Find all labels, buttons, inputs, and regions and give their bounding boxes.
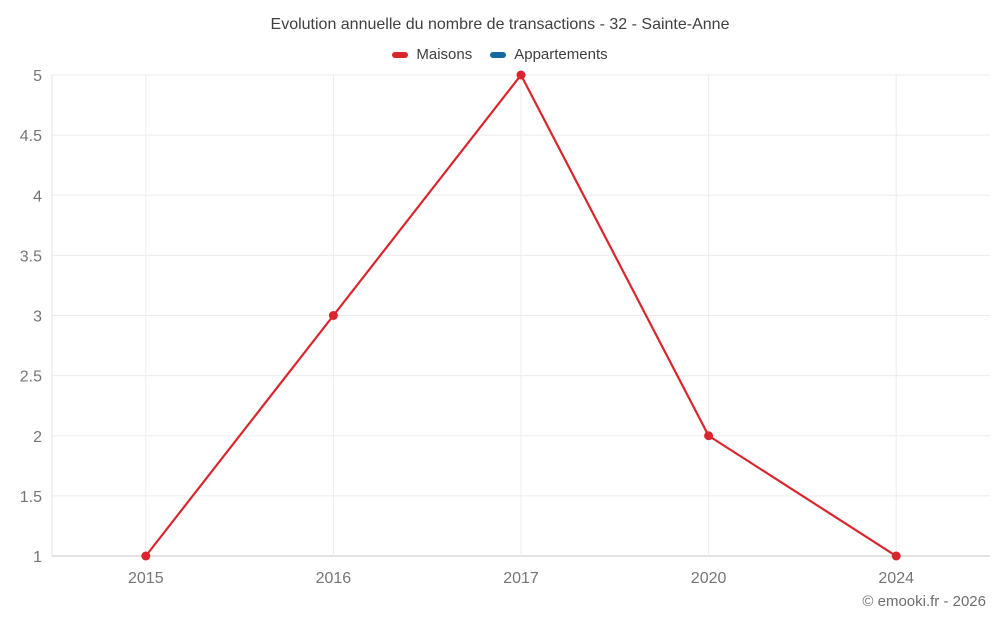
legend-swatch-appartements-icon	[490, 51, 507, 58]
x-axis-tick-label: 2016	[316, 570, 352, 587]
x-axis-tick-label: 2024	[878, 570, 914, 587]
x-axis-tick-label: 2020	[691, 570, 727, 587]
legend-label-appartements: Appartements	[514, 46, 608, 63]
legend-item-maisons[interactable]: Maisons	[392, 46, 472, 63]
chart-title: Evolution annuelle du nombre de transact…	[270, 16, 730, 33]
legend-swatch-maisons-icon	[392, 51, 409, 58]
x-axis-tick-label: 2017	[503, 570, 539, 587]
legend-item-appartements[interactable]: Appartements	[490, 46, 608, 63]
y-axis-tick-label: 2.5	[20, 369, 42, 386]
y-axis-tick-label: 1	[33, 549, 42, 566]
y-axis-tick-label: 2	[33, 429, 42, 446]
legend-label-maisons: Maisons	[416, 46, 473, 63]
y-axis-tick-label: 5	[33, 68, 42, 85]
x-axis-tick-label: 2015	[128, 570, 164, 587]
y-axis-tick-label: 4	[33, 188, 42, 205]
footer-credit: © emooki.fr - 2026	[862, 593, 986, 610]
data-point[interactable]	[141, 551, 151, 561]
y-axis-tick-label: 3	[33, 309, 42, 326]
data-point[interactable]	[704, 431, 714, 441]
data-point[interactable]	[891, 551, 901, 561]
y-axis-tick-label: 4.5	[20, 128, 42, 145]
legend: Maisons Appartements	[0, 46, 1000, 63]
data-point[interactable]	[516, 70, 526, 80]
y-axis-tick-label: 1.5	[20, 489, 42, 506]
y-axis-tick-label: 3.5	[20, 248, 42, 265]
data-point[interactable]	[328, 311, 338, 320]
